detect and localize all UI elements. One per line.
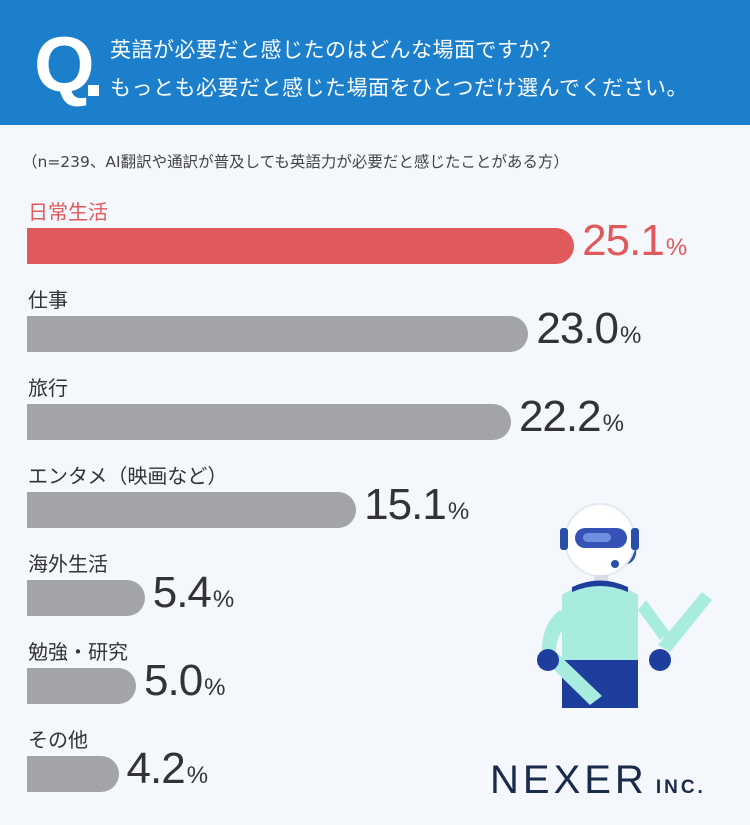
value-label: 22.2% — [519, 392, 624, 442]
value-number: 15.1 — [364, 480, 447, 529]
bar — [27, 316, 529, 352]
bar — [27, 404, 511, 440]
value-unit: % — [212, 586, 235, 613]
category-label: 日常生活 — [28, 200, 108, 224]
value-number: 25.1 — [582, 216, 665, 265]
value-number: 23.0 — [536, 304, 619, 353]
question-header: Q 英語が必要だと感じたのはどんな場面ですか？ もっとも必要だと感じた場面をひと… — [0, 0, 750, 125]
value-unit: % — [665, 234, 688, 261]
question-mark-dot — [88, 85, 99, 96]
value-number: 22.2 — [518, 392, 602, 441]
category-label: 勉強・研究 — [28, 640, 128, 664]
category-label: 旅行 — [28, 376, 68, 400]
question-line-2: もっとも必要だと感じた場面をひとつだけ選んでください。 — [110, 76, 688, 100]
value-number: 5.0 — [144, 656, 203, 705]
value-label: 4.2% — [127, 744, 209, 794]
value-unit: % — [204, 674, 226, 701]
question-line-1: 英語が必要だと感じたのはどんな場面ですか？ — [110, 38, 562, 62]
category-label: その他 — [28, 728, 88, 752]
robot-illustration — [537, 503, 712, 708]
nexer-logo: NEXER INC. — [490, 758, 706, 803]
value-label: 25.1% — [582, 216, 687, 266]
question-mark: Q — [34, 20, 95, 108]
bar — [27, 228, 575, 264]
value-label: 5.0% — [144, 656, 226, 706]
category-label: 仕事 — [28, 288, 68, 312]
value-unit: % — [620, 322, 642, 349]
value-label: 23.0% — [536, 304, 641, 354]
bar — [27, 580, 145, 616]
category-label: エンタメ（映画など） — [28, 464, 228, 488]
value-unit: % — [602, 410, 624, 437]
value-number: 5.4 — [152, 568, 212, 617]
value-unit: % — [447, 498, 470, 525]
sample-note: （n=239、AI翻訳や通訳が普及しても英語力が必要だと感じたことがある方） — [22, 153, 569, 171]
category-label: 海外生活 — [28, 552, 108, 576]
value-unit: % — [186, 762, 209, 789]
value-label: 15.1% — [364, 480, 469, 530]
value-label: 5.4% — [153, 568, 235, 618]
bar — [27, 668, 136, 704]
value-number: 4.2 — [126, 744, 186, 793]
bar — [27, 756, 119, 792]
bar — [27, 492, 357, 528]
logo-main: NEXER — [490, 758, 648, 802]
logo-sub: INC. — [655, 777, 706, 798]
